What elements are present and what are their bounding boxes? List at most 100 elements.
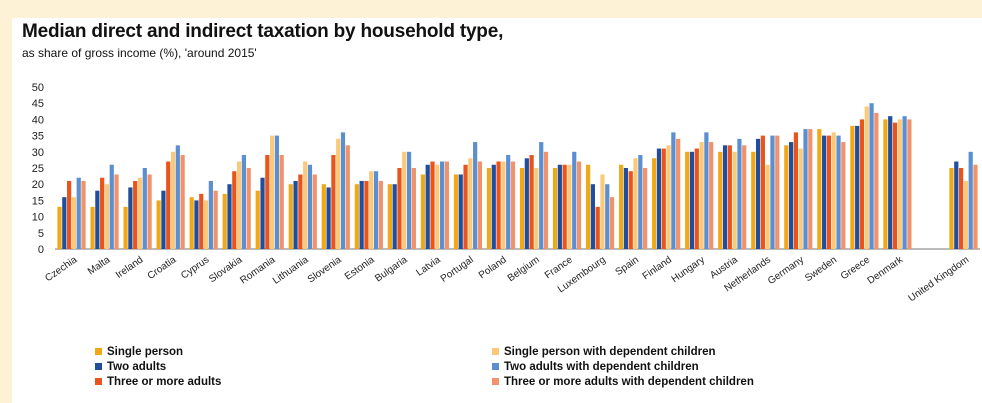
bar-poland-s0	[486, 168, 492, 249]
x-tick-label: Romania	[238, 254, 277, 286]
bar-denmark-s5	[907, 119, 912, 250]
x-tick-label: Portugal	[439, 254, 476, 284]
bar-netherlands-s3	[765, 164, 770, 249]
bar-germany-s5	[808, 129, 813, 249]
bar-austria-s5	[742, 145, 747, 249]
bar-estonia-s2	[364, 180, 369, 249]
x-tick-label: Denmark	[866, 254, 906, 287]
bar-poland-s3	[501, 161, 506, 249]
bar-romania-s3	[270, 135, 275, 249]
bar-greece-s4	[869, 103, 874, 249]
bar-bulgaria-s2	[397, 168, 402, 249]
bar-latvia-s4	[440, 161, 445, 249]
bar-czechia-s1	[62, 197, 67, 249]
chart-subtitle: as share of gross income (%), 'around 20…	[22, 46, 257, 60]
bar-greece-s1	[855, 125, 860, 249]
bar-luxembourg-s3	[600, 174, 605, 249]
bar-france-s5	[576, 161, 582, 249]
bar-czechia-s5	[81, 180, 86, 249]
chart-title: Median direct and indirect taxation by h…	[22, 21, 504, 42]
bar-latvia-s0	[420, 174, 426, 249]
bar-austria-s2	[727, 145, 732, 249]
bar-hungary-s4	[704, 132, 709, 249]
bar-czechia-s4	[76, 177, 81, 249]
x-tick-label: Sweden	[803, 254, 839, 284]
bar-malta-s4	[109, 164, 114, 249]
y-tick-label: 30	[32, 147, 44, 159]
x-tick-label: Slovenia	[306, 254, 344, 285]
bar-latvia-s3	[435, 164, 440, 249]
bar-finland-s5	[676, 138, 681, 249]
bar-lithuania-s0	[288, 184, 293, 249]
x-tick-label: Croatia	[146, 254, 179, 282]
bar-greece-s5	[874, 112, 879, 249]
bar-latvia-s2	[430, 161, 435, 249]
bar-romania-s0	[255, 190, 260, 249]
bar-cyprus-s3	[203, 200, 209, 249]
legend-swatch	[95, 363, 102, 370]
bar-lithuania-s5	[312, 174, 317, 249]
bar-croatia-s0	[156, 200, 161, 249]
bar-cyprus-s5	[213, 190, 218, 249]
bar-spain-s5	[643, 168, 648, 249]
bar-croatia-s2	[166, 161, 171, 249]
bar-ireland-s4	[142, 168, 147, 249]
x-tick-label: Malta	[86, 254, 113, 277]
bar-luxembourg-s5	[609, 197, 615, 249]
bar-hungary-s1	[689, 151, 695, 249]
bar-belgium-s1	[524, 158, 529, 249]
bar-austria-s0	[718, 151, 723, 249]
bar-slovakia-s3	[237, 161, 242, 249]
bar-spain-s0	[619, 164, 624, 249]
bar-luxembourg-s4	[605, 184, 610, 249]
y-tick-label: 50	[32, 82, 44, 94]
bar-germany-s1	[789, 142, 794, 249]
bar-lithuania-s1	[293, 180, 298, 249]
legend-label: Three or more adults	[107, 376, 221, 388]
x-tick-label: Hungary	[670, 254, 707, 285]
legend-label: Single person with dependent children	[504, 346, 716, 358]
bar-slovenia-s3	[336, 138, 341, 249]
bar-hungary-s0	[685, 151, 690, 249]
bar-sweden-s2	[826, 135, 832, 249]
bar-ireland-s1	[128, 187, 133, 249]
bar-croatia-s5	[180, 155, 185, 249]
x-tick-label: United Kingdom	[907, 254, 972, 304]
bar-estonia-s0	[354, 184, 359, 249]
bar-united-kingdom-s0	[949, 168, 954, 249]
bar-lithuania-s2	[298, 174, 303, 249]
legend-swatch	[492, 363, 499, 370]
bar-portugal-s1	[458, 174, 463, 249]
x-tick-label: Ireland	[114, 254, 145, 281]
bar-ireland-s5	[147, 174, 152, 249]
bar-belgium-s3	[534, 168, 539, 249]
bar-malta-s2	[100, 177, 105, 249]
bar-belgium-s2	[529, 155, 534, 249]
bar-portugal-s0	[453, 174, 459, 249]
y-tick-label: 40	[32, 114, 44, 126]
bar-france-s0	[552, 168, 558, 249]
bar-croatia-s4	[175, 145, 180, 249]
bar-bulgaria-s0	[387, 184, 392, 249]
bar-france-s1	[557, 164, 562, 249]
x-tick-label: Germany	[766, 254, 806, 287]
bar-spain-s3	[633, 158, 638, 249]
bar-latvia-s5	[444, 161, 450, 249]
y-tick-label: 15	[32, 195, 44, 207]
bar-denmark-s1	[888, 116, 893, 249]
bar-cyprus-s4	[208, 180, 213, 249]
bar-denmark-s4	[902, 116, 907, 249]
bar-czechia-s0	[57, 206, 62, 249]
bar-cyprus-s1	[194, 200, 199, 249]
y-tick-label: 45	[32, 98, 44, 110]
bar-romania-s1	[260, 177, 265, 249]
legend-label: Two adults with dependent children	[504, 361, 699, 373]
bar-malta-s3	[104, 184, 110, 249]
bar-romania-s2	[265, 155, 270, 249]
bar-sweden-s3	[831, 132, 836, 249]
bar-slovakia-s1	[227, 184, 232, 249]
bar-spain-s2	[628, 171, 633, 249]
y-tick-label: 10	[32, 212, 44, 224]
x-tick-label: Czechia	[43, 254, 79, 284]
bar-united-kingdom-s2	[958, 168, 964, 249]
